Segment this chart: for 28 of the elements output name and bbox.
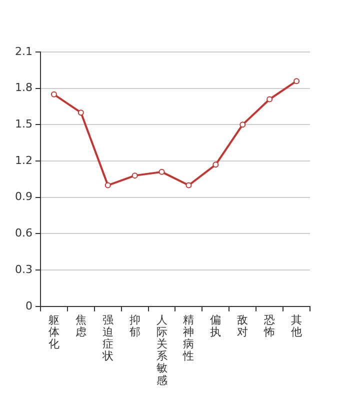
point (212, 162, 219, 168)
x-tick-label: 精神病性 (182, 313, 194, 363)
y-tick-label: 1.8 (14, 81, 32, 94)
x-tick-label: 恐怖 (263, 313, 276, 338)
x-tick-label: 人际关系敏感 (156, 313, 168, 387)
y-tick-label: 2.1 (14, 44, 32, 58)
point (158, 168, 165, 175)
point (186, 182, 192, 188)
point (78, 110, 84, 116)
y-tick-label: 1.5 (14, 118, 32, 131)
x-tick-label: 躯体化 (48, 313, 60, 351)
point (132, 172, 138, 179)
y-tick-label: 1.2 (14, 154, 32, 167)
point (294, 78, 300, 84)
x-tick-label: 强迫症状 (101, 313, 114, 363)
x-tick-label: 其他 (291, 313, 302, 338)
y-tick-label: 0.3 (14, 262, 32, 276)
point (240, 122, 246, 128)
x-tick-label: 偏执 (210, 313, 222, 338)
point (50, 91, 57, 98)
x-tick-label: 敌对 (237, 313, 248, 338)
y-tick-label: 0.6 (14, 226, 32, 240)
x-tick-label: 焦虑 (75, 313, 86, 338)
x-tick-label: 抑郁 (129, 313, 140, 338)
y-tick-label: 0 (25, 299, 32, 312)
point (266, 96, 273, 102)
y-tick-label: 0.9 (14, 190, 32, 204)
point (104, 182, 111, 188)
